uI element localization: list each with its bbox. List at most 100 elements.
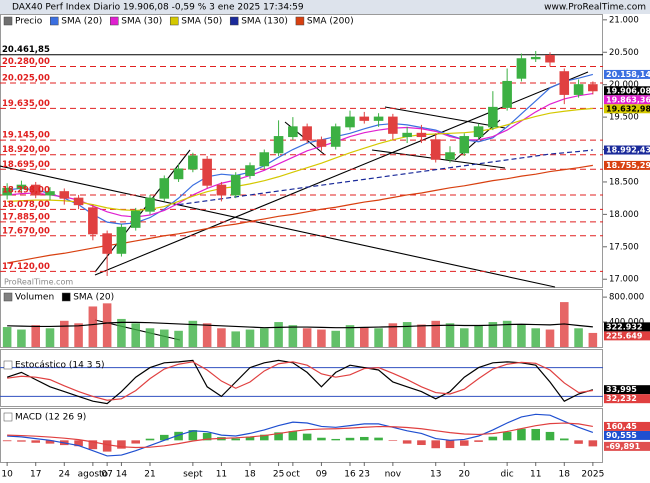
indicator-line <box>7 361 593 401</box>
volume-bar <box>231 331 240 347</box>
legend-swatch <box>3 16 13 26</box>
candle-body <box>230 174 241 196</box>
candle-body <box>16 184 27 189</box>
value-tag <box>604 322 650 332</box>
indicator-line <box>7 413 594 457</box>
candle-body <box>473 126 484 138</box>
candle-body <box>216 184 227 196</box>
volume-panel <box>0 289 603 348</box>
level-label: 17.885,00 <box>2 212 50 222</box>
indicator-line <box>7 422 593 449</box>
value-tag-label: 33,995 <box>606 385 637 394</box>
histogram-bar <box>460 440 469 446</box>
candle-body <box>59 191 70 199</box>
histogram-bar <box>417 440 426 446</box>
volume-bar <box>102 303 112 347</box>
legend-swatch <box>229 16 239 26</box>
histogram-bar <box>245 436 255 441</box>
candle-body <box>273 136 284 154</box>
volume-bar <box>545 329 555 347</box>
x-tick-label: 20 <box>459 470 471 480</box>
volume-bar <box>60 320 69 347</box>
level-label: 18.695,00 <box>2 160 50 170</box>
volume-bar <box>2 327 12 347</box>
histogram-bar <box>174 431 183 441</box>
x-tick-label: 21 <box>144 470 155 480</box>
histogram-bar <box>45 440 55 444</box>
volume-bar <box>402 322 412 347</box>
legend-swatch <box>61 292 71 302</box>
x-tick-label: 18 <box>244 470 256 480</box>
x-tick-label: agosto <box>78 470 109 480</box>
price-panel <box>0 14 603 288</box>
value-tag <box>604 69 650 79</box>
histogram-bar <box>545 431 555 441</box>
level-label: 17.120,00 <box>2 262 50 272</box>
value-tag <box>604 145 650 155</box>
legend-label: SMA (130) <box>241 17 288 27</box>
legend-label: Precio <box>15 17 43 27</box>
x-tick-label: 09 <box>316 470 328 480</box>
value-tag <box>604 441 650 451</box>
candle-body <box>259 152 270 167</box>
candle-body <box>316 139 327 147</box>
volume-bar <box>488 322 498 347</box>
candle-body <box>245 165 255 176</box>
value-tag <box>604 331 650 341</box>
histogram-bar <box>188 430 198 441</box>
x-tick-label: 10 <box>1 470 13 480</box>
level-label: 18.298,00 <box>2 186 50 196</box>
y-tick-label: 19.500 <box>609 113 639 123</box>
level-label: 20.280,00 <box>2 57 50 67</box>
candle-body <box>545 55 555 63</box>
value-tag-label: -69,891 <box>606 442 641 451</box>
histogram-bar <box>560 438 569 441</box>
histogram-bar <box>131 440 140 444</box>
legend-swatch <box>3 292 13 302</box>
sma-line <box>7 107 593 212</box>
y-tick-label: 21.000 <box>609 15 639 25</box>
candle-body <box>530 56 541 60</box>
legend-swatch <box>3 412 13 422</box>
volume-bar <box>260 328 269 347</box>
watermark: ProRealTime.com <box>4 278 73 287</box>
histogram-bar <box>31 440 40 443</box>
histogram-bar <box>488 436 498 441</box>
candle-body <box>130 210 141 228</box>
header-bar <box>0 0 650 14</box>
level-label: 19.635,00 <box>2 99 50 109</box>
x-tick-label: 16 <box>344 470 356 480</box>
candle-body <box>288 126 298 138</box>
value-tag <box>604 104 650 114</box>
legend-label: SMA (50) <box>181 17 222 27</box>
site-link[interactable]: www.ProRealTime.com <box>544 3 646 13</box>
histogram-bar <box>302 433 312 441</box>
candle-body <box>116 226 127 254</box>
volume-bar <box>217 328 226 347</box>
volume-bar <box>388 323 398 347</box>
volume-bar <box>560 302 569 347</box>
level-label: 17.670,00 <box>2 226 50 236</box>
histogram-bar <box>88 440 98 450</box>
volume-bar <box>74 323 83 347</box>
histogram-bar <box>502 431 512 441</box>
y-tick-label: 20.000 <box>609 80 639 90</box>
volume-bar <box>331 330 340 347</box>
x-tick-label: 25 <box>273 470 284 480</box>
volume-bar <box>360 327 369 347</box>
x-tick-label: 11 <box>216 470 227 480</box>
volume-bar <box>188 320 198 347</box>
indicator-line <box>6 359 594 405</box>
value-tag <box>604 394 650 404</box>
volume-sma-line <box>7 321 593 329</box>
legend-swatch <box>295 16 305 26</box>
volume-bar <box>317 329 326 347</box>
histogram-bar <box>17 440 26 442</box>
candle-body <box>2 187 12 196</box>
histogram-bar <box>288 431 298 441</box>
histogram-bar <box>74 440 83 447</box>
value-tag <box>604 86 650 96</box>
volume-bar <box>531 328 540 347</box>
legend-label: SMA (20) <box>73 293 114 303</box>
